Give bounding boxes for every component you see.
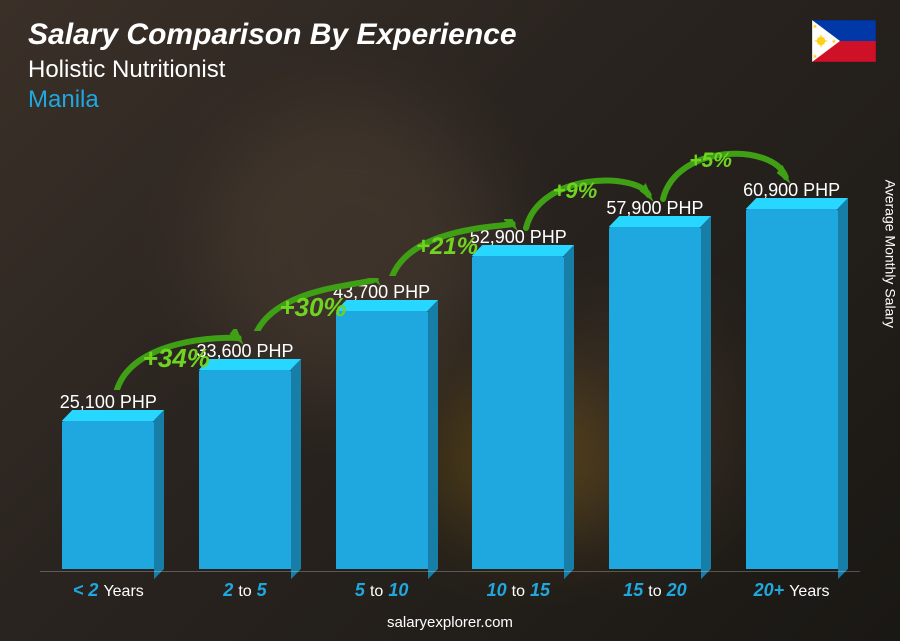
chart-column: 60,900 PHP <box>732 180 852 569</box>
x-category-label: 5 to 10 <box>322 580 442 601</box>
y-axis-label: Average Monthly Salary <box>882 180 898 328</box>
bar <box>336 311 428 569</box>
header: Salary Comparison By Experience Holistic… <box>28 18 517 114</box>
x-category-label: 10 to 15 <box>458 580 578 601</box>
bar <box>609 227 701 569</box>
bar <box>472 256 564 569</box>
x-category-label: 20+ Years <box>732 580 852 601</box>
philippines-flag-icon <box>812 20 876 67</box>
footer-attribution: salaryexplorer.com <box>0 614 900 631</box>
bar <box>199 370 291 569</box>
x-axis: < 2 Years 2 to 5 5 to 10 10 to 15 15 to 20 20… <box>40 571 860 601</box>
chart-column: 25,100 PHP <box>48 392 168 569</box>
chart-column: 43,700 PHP <box>322 282 442 569</box>
page-subtitle: Holistic Nutritionist <box>28 56 517 84</box>
chart-column: 33,600 PHP <box>185 341 305 569</box>
bar-chart: 25,100 PHP33,600 PHP43,700 PHP52,900 PHP… <box>40 129 860 569</box>
x-category-label: < 2 Years <box>48 580 168 601</box>
chart-column: 52,900 PHP <box>458 227 578 569</box>
chart-column: 57,900 PHP <box>595 198 715 569</box>
x-category-label: 15 to 20 <box>595 580 715 601</box>
page-title: Salary Comparison By Experience <box>28 18 517 52</box>
bar <box>62 421 154 569</box>
page-location: Manila <box>28 86 517 114</box>
bar <box>746 209 838 569</box>
x-category-label: 2 to 5 <box>185 580 305 601</box>
